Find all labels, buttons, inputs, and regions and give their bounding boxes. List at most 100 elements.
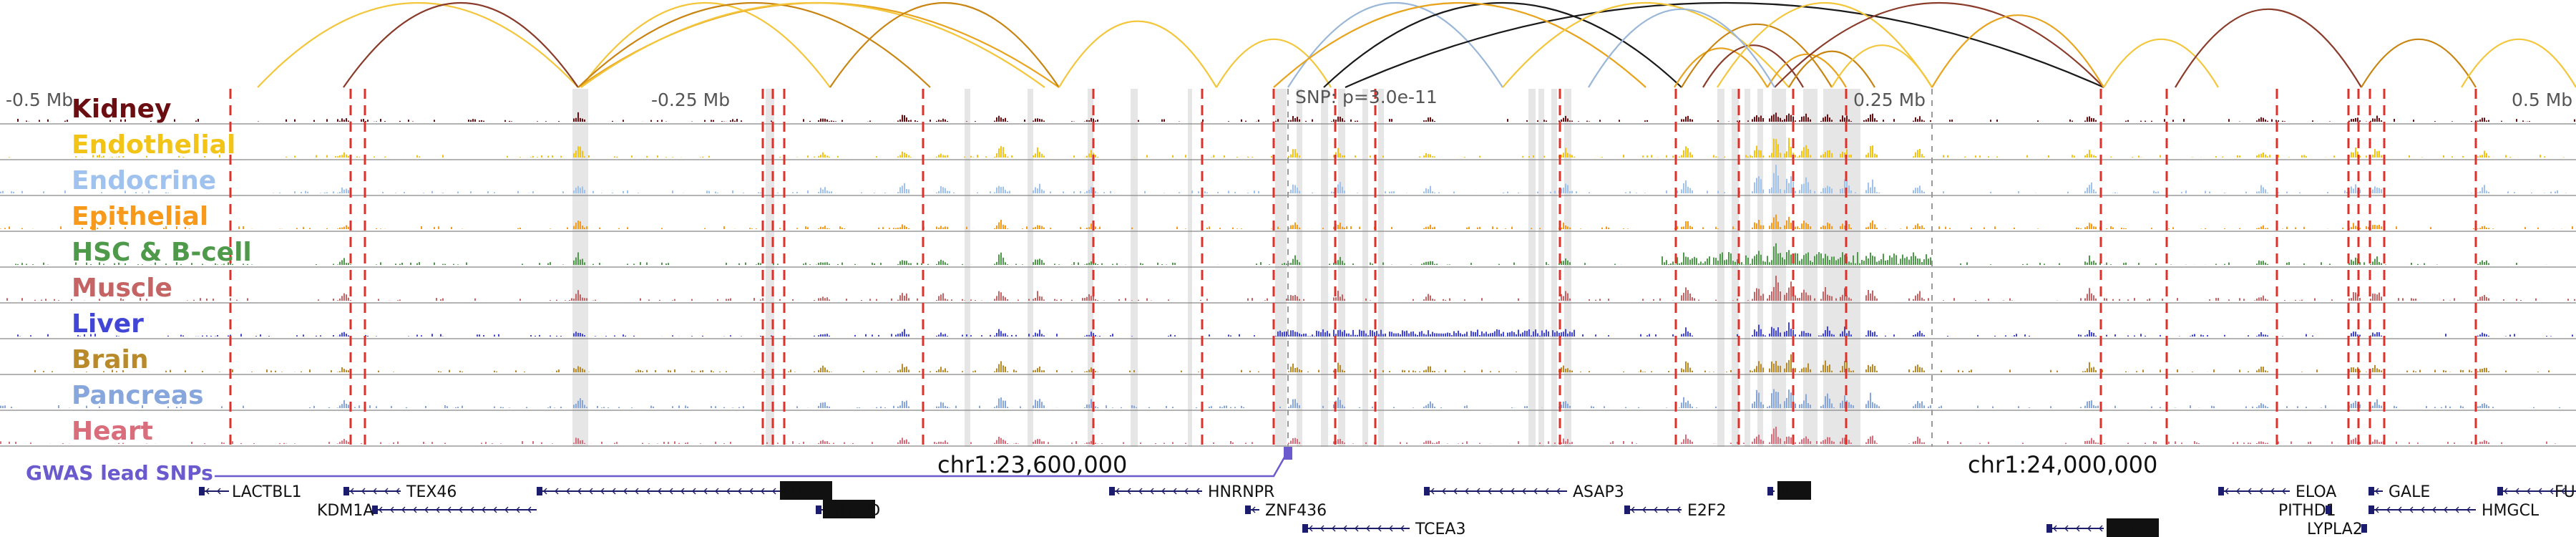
strand-arrow — [1196, 488, 1200, 495]
highlight-bands — [572, 89, 1860, 447]
highlight-band — [1378, 89, 1384, 447]
strand-arrow — [482, 506, 486, 513]
gene-highlight — [780, 481, 832, 500]
track-label-muscle: Muscle — [72, 274, 172, 303]
track-label-hsc: HSC & B-cell — [72, 238, 252, 267]
track-brain — [0, 354, 2576, 375]
strand-arrow — [2386, 506, 2391, 513]
strand-arrow — [1533, 488, 1538, 495]
strand-arrow — [1320, 525, 1324, 532]
gene-pithd1: PITHD1 — [2278, 502, 2336, 520]
strand-arrow — [635, 488, 639, 495]
strand-arrow — [2225, 488, 2229, 495]
highlight-band — [1528, 89, 1536, 447]
highlight-band — [1538, 89, 1544, 447]
chromatin-loop — [1345, 1, 2104, 89]
gene-label: ID3 — [1780, 483, 1807, 501]
gene-tcea3: TCEA3 — [1302, 521, 1465, 537]
gene-highlight — [2107, 518, 2159, 537]
strand-arrow — [1476, 488, 1480, 495]
track-hsc — [0, 243, 2576, 268]
strand-arrow — [1400, 525, 1405, 532]
strand-arrow — [390, 506, 394, 513]
strand-arrow — [2064, 525, 2069, 532]
gene-id3: ID3 — [1767, 481, 1811, 501]
strand-arrow — [738, 488, 742, 495]
chromatin-loop — [1323, 1, 1682, 88]
chromatin-loop — [1273, 1, 1646, 88]
highlight-band — [1757, 89, 1763, 447]
highlight-band — [1088, 89, 1093, 447]
chromatin-loops — [257, 1, 2576, 89]
strand-arrow — [1150, 488, 1154, 495]
chromatin-loop — [1058, 20, 1217, 88]
strand-arrow — [504, 506, 509, 513]
strand-arrow — [646, 488, 650, 495]
strand-arrow — [2504, 488, 2508, 495]
chromatin-loop — [2175, 8, 2362, 88]
strand-arrow — [424, 506, 429, 513]
snp-markers — [229, 89, 2477, 447]
gene-exon — [2046, 524, 2052, 533]
gene-label: HNRNPR — [1208, 483, 1274, 501]
strand-arrow — [396, 488, 400, 495]
gene-znf436: ZNF436 — [1245, 502, 1327, 520]
strand-arrow — [1465, 488, 1469, 495]
strand-arrow — [1252, 506, 1256, 513]
gene-hmgcl: HMGCL — [2368, 502, 2540, 520]
strand-arrow — [1499, 488, 1503, 495]
gene-label: FU — [2555, 483, 2575, 501]
gene-tex46: TEX46 — [343, 483, 457, 501]
gene-exon — [2368, 487, 2374, 495]
strand-arrow — [692, 488, 696, 495]
gwas-connector — [215, 450, 1289, 478]
strand-arrow — [1654, 506, 1658, 513]
gene-hnrnpr: HNRNPR — [1109, 483, 1274, 501]
strand-arrow — [2375, 506, 2379, 513]
strand-arrow — [2409, 506, 2414, 513]
track-label-heart: Heart — [72, 417, 153, 446]
gene-label: TCEA3 — [1415, 521, 1465, 537]
chromatin-loop — [580, 2, 831, 88]
gene-gale: GALE — [2368, 483, 2430, 501]
strand-arrow — [413, 506, 417, 513]
strand-arrow — [1332, 525, 1336, 532]
gene-label: ELOA — [2296, 483, 2336, 501]
strand-arrow — [379, 506, 383, 513]
chromatin-loop — [577, 2, 931, 88]
strand-arrow — [1642, 506, 1646, 513]
highlight-band — [1321, 89, 1328, 447]
chromatin-loop — [580, 1, 1045, 88]
strand-arrow — [2515, 488, 2519, 495]
strand-arrow — [1665, 506, 1669, 513]
highlight-band — [1362, 89, 1368, 447]
gene-lypla2: LYPLA2 — [2307, 521, 2367, 537]
strand-arrow — [2087, 525, 2092, 532]
strand-arrow — [1556, 488, 1561, 495]
strand-arrow — [1309, 525, 1313, 532]
highlight-band — [1717, 89, 1724, 447]
strand-arrow — [384, 488, 389, 495]
gene-label: LYPLA2 — [2307, 521, 2363, 537]
gene-e2f2: E2F2 — [1624, 502, 1727, 520]
gene-label: HTR1D — [826, 502, 880, 520]
strand-arrow — [1377, 525, 1382, 532]
gwas-track: GWAS lead SNPs — [26, 447, 1292, 485]
strand-arrow — [516, 506, 520, 513]
strand-arrow — [726, 488, 731, 495]
highlight-band — [1732, 89, 1739, 447]
strand-arrow — [2236, 488, 2240, 495]
strand-arrow — [205, 488, 210, 495]
chromatin-loop — [829, 2, 1060, 88]
strand-arrow — [2259, 488, 2263, 495]
chromatin-loop — [1287, 1, 1503, 88]
gwas-label: GWAS lead SNPs — [26, 461, 213, 485]
strand-arrow — [1161, 488, 1166, 495]
strand-arrow — [1677, 506, 1681, 513]
snp-pvalue-label: SNP: p=3.0e-11 — [1295, 87, 1438, 107]
signal-tracks — [0, 112, 2576, 447]
strand-arrow — [772, 488, 776, 495]
gene-label: LACTBL1 — [232, 483, 302, 501]
strand-arrow — [680, 488, 685, 495]
strand-arrow — [761, 488, 765, 495]
